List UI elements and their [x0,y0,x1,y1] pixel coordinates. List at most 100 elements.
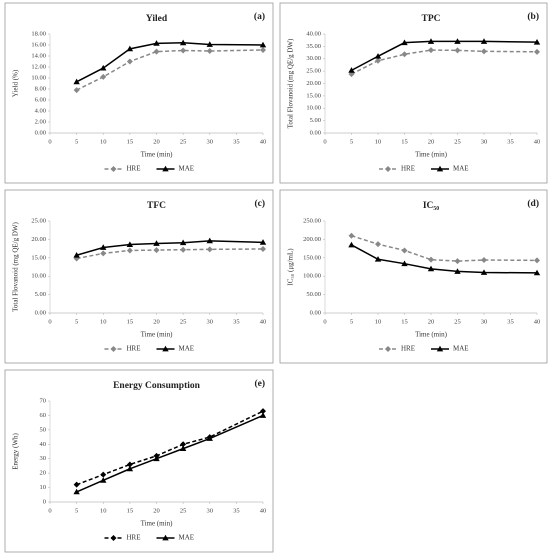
marker [180,246,187,253]
panel-label: (d) [527,198,539,209]
marker [259,41,267,48]
marker [100,471,107,478]
marker [260,46,266,53]
y-tick-label: 250.00 [303,217,321,224]
y-tick-label: 25.00 [306,68,321,75]
legend-label: HRE [127,165,141,173]
marker [375,57,381,64]
y-tick-label: 16.00 [31,41,46,48]
y-tick-label: 12.00 [31,63,46,70]
chart-title: TFC [147,201,166,211]
y-tick-label: 0.00 [35,309,46,316]
x-tick-label: 15 [127,507,134,514]
x-tick-label: 20 [428,318,435,325]
marker [206,246,213,253]
marker [153,40,160,46]
marker [374,53,382,59]
x-tick-label: 10 [375,138,382,145]
x-tick-label: 15 [127,138,134,145]
marker [100,73,107,80]
x-axis-label: Time (min) [141,331,173,339]
panel-frame [4,2,274,184]
x-tick-label: 10 [100,138,107,145]
y-tick-label: 18.00 [31,30,46,37]
marker [153,455,160,462]
x-tick-label: 30 [207,507,214,514]
marker [206,41,213,47]
y-tick-label: 150.00 [303,254,321,261]
x-tick-label: 25 [454,318,461,325]
x-tick-label: 0 [48,507,51,514]
y-tick-label: 50.00 [306,291,321,298]
x-tick-label: 30 [481,138,488,145]
legend-label: HRE [127,534,141,542]
marker [100,477,107,483]
x-axis-label: Time (min) [141,520,173,528]
x-tick-label: 35 [233,318,240,325]
y-tick-label: 40 [40,441,47,448]
y-tick-label: 200.00 [303,236,321,243]
y-tick-label: 20.00 [306,80,321,87]
y-tick-label: 4.00 [35,107,46,114]
chart-title: Yiled [146,14,168,24]
legend-marker [385,166,391,172]
panel-frame [279,189,548,364]
marker [401,247,408,254]
x-tick-label: 25 [180,138,187,145]
marker [427,265,435,272]
x-tick-label: 15 [127,318,134,325]
y-tick-label: 40.00 [306,30,321,37]
x-tick-label: 35 [233,507,240,514]
y-tick-label: 20 [40,470,47,477]
marker [348,232,355,239]
marker [73,87,80,94]
y-tick-label: 10.00 [306,105,321,112]
marker [206,435,213,441]
marker [100,244,107,250]
x-tick-label: 35 [507,138,514,145]
legend-label: MAE [179,534,195,542]
marker [126,247,133,254]
marker [100,64,107,71]
panel-frame [4,369,274,553]
legend-label: HRE [127,345,141,353]
marker [180,441,187,448]
x-tick-label: 0 [323,138,326,145]
marker [126,45,134,52]
marker [126,465,134,472]
x-tick-label: 0 [48,138,51,145]
marker [259,412,267,418]
y-tick-label: 0.00 [310,129,321,136]
legend-marker [110,535,117,541]
marker [427,38,435,44]
x-tick-label: 40 [534,318,541,325]
legend-marker [110,346,117,352]
marker [206,237,213,244]
marker [401,51,408,58]
legend-label: MAE [179,165,195,173]
marker [73,252,80,258]
marker [206,48,213,55]
legend-marker [385,346,391,352]
y-tick-label: 10 [40,484,47,491]
panel-frame [279,2,548,184]
marker [153,240,160,246]
marker [179,39,187,46]
panel-label: (c) [254,198,265,209]
marker [481,257,487,264]
y-tick-label: 0 [43,498,46,505]
marker [179,445,187,452]
x-tick-label: 0 [323,318,326,325]
y-tick-label: 20.00 [31,236,46,243]
x-tick-label: 5 [75,507,78,514]
marker [126,461,133,468]
y-tick-label: 30 [40,455,47,462]
marker [375,241,381,248]
y-tick-label: 100.00 [303,273,321,280]
x-tick-label: 20 [153,507,160,514]
marker [480,38,488,44]
legend-marker [162,345,169,352]
marker [260,408,266,415]
marker [259,239,267,245]
